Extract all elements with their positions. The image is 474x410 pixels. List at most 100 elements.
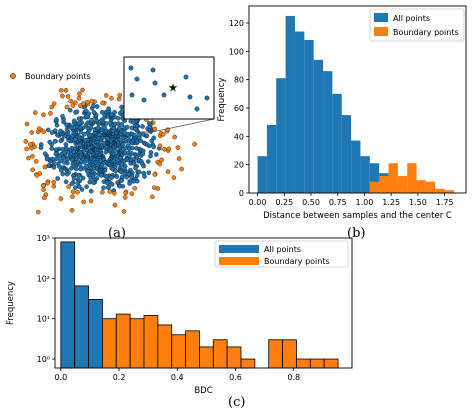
x-tick-label: 0.75: [329, 198, 347, 207]
data-point: [103, 149, 109, 155]
data-point: [127, 181, 132, 186]
data-point: [98, 173, 104, 178]
boundary-point: [29, 130, 35, 135]
data-point: [109, 182, 115, 187]
legend-label-all: All points: [264, 245, 301, 254]
bar-boundary-points: [185, 330, 200, 369]
panel-b-histogram: 0.00 0.25 0.50 0.75 1.00 1.25 1.50 1.75 0 20 40 60 8…: [217, 5, 467, 221]
boundary-point: [49, 104, 55, 110]
bar-boundary-points: [171, 334, 186, 369]
data-point: [99, 117, 104, 123]
bar-boundary-points: [416, 180, 426, 193]
legend-label-boundary: Boundary points: [393, 28, 459, 37]
boundary-point: [81, 199, 86, 205]
data-point: [114, 174, 120, 179]
data-point: [64, 122, 69, 128]
bar-boundary-points: [397, 176, 408, 193]
boundary-point: [41, 112, 46, 118]
inset-point: [152, 80, 158, 86]
bar-boundary-points: [129, 318, 145, 369]
data-point: [112, 110, 117, 115]
boundary-point: [100, 190, 105, 195]
boundary-point: [58, 88, 64, 93]
boundary-point: [84, 99, 90, 105]
boundary-point: [26, 155, 31, 161]
boundary-point: [66, 184, 71, 189]
boundary-point: [68, 98, 73, 104]
x-tick-label: 1.00: [356, 198, 374, 207]
x-tick-label: 0.2: [113, 373, 126, 382]
data-point: [89, 117, 94, 123]
data-point: [83, 108, 89, 114]
boundary-point: [129, 191, 135, 196]
boundary-point: [48, 111, 53, 116]
bar-all-points: [88, 299, 103, 369]
bar-all-points: [313, 59, 324, 194]
bar-boundary-points: [102, 318, 117, 369]
caption-b: (b): [347, 226, 365, 241]
data-point: [136, 169, 142, 175]
y-axis-label: Frequency: [6, 281, 16, 325]
data-point: [119, 109, 125, 114]
bar-boundary-points: [115, 313, 131, 369]
x-tick-label: 1.25: [382, 198, 400, 207]
bar-all-points: [74, 285, 89, 369]
data-point: [77, 162, 83, 168]
data-point: [74, 166, 79, 172]
data-point: [58, 158, 63, 164]
data-point: [74, 109, 80, 114]
bar-all-points: [294, 31, 305, 193]
caption-a: (a): [108, 226, 126, 241]
data-point: [54, 156, 59, 161]
bar-boundary-points: [435, 188, 445, 193]
boundary-point: [64, 104, 70, 110]
boundary-point: [80, 87, 85, 93]
data-point: [87, 179, 93, 185]
y-axis-label: Frequency: [217, 78, 227, 122]
panel-a-scatter: ★ Boundary points (a): [10, 56, 215, 241]
data-point: [53, 151, 59, 157]
boundary-point: [24, 146, 29, 152]
data-point: [134, 178, 140, 184]
boundary-point: [112, 202, 118, 208]
bar-boundary-points: [407, 163, 417, 193]
boundary-point: [159, 157, 164, 163]
data-point: [61, 155, 66, 161]
x-tick-label: 0.25: [275, 198, 293, 207]
data-point: [91, 103, 96, 109]
bar-all-points: [351, 140, 361, 193]
boundary-point: [30, 167, 35, 173]
data-point: [71, 118, 77, 124]
center-star-icon: ★: [169, 83, 178, 94]
boundary-point: [150, 120, 156, 126]
boundary-point: [88, 198, 94, 204]
y-tick-label: 20: [234, 161, 244, 170]
legend-swatch-boundary: [374, 27, 388, 36]
data-point: [148, 153, 153, 159]
data-point: [51, 165, 57, 170]
legend-label-boundary: Boundary points: [264, 257, 330, 266]
bar-boundary-points: [226, 346, 242, 369]
plot-frame: [248, 5, 467, 194]
data-point: [79, 187, 85, 192]
x-tick-label: 1.75: [436, 198, 454, 207]
inset-point: [128, 65, 134, 71]
boundary-point: [36, 126, 42, 131]
inset-point: [194, 106, 200, 112]
data-point: [55, 176, 60, 181]
data-point: [124, 174, 129, 180]
boundary-point: [192, 141, 197, 147]
bar-boundary-points: [444, 190, 454, 193]
x-axis-label: Distance between samples and the center …: [263, 211, 452, 221]
data-point: [58, 138, 64, 144]
data-point: [49, 130, 55, 135]
boundary-point: [112, 191, 117, 196]
inset-point: [141, 97, 147, 103]
inset-point: [187, 94, 193, 100]
data-point: [84, 184, 89, 189]
bar-boundary-points: [425, 181, 436, 193]
data-point: [120, 184, 126, 189]
data-point: [71, 176, 77, 181]
data-point: [69, 181, 75, 187]
data-point: [129, 145, 135, 151]
